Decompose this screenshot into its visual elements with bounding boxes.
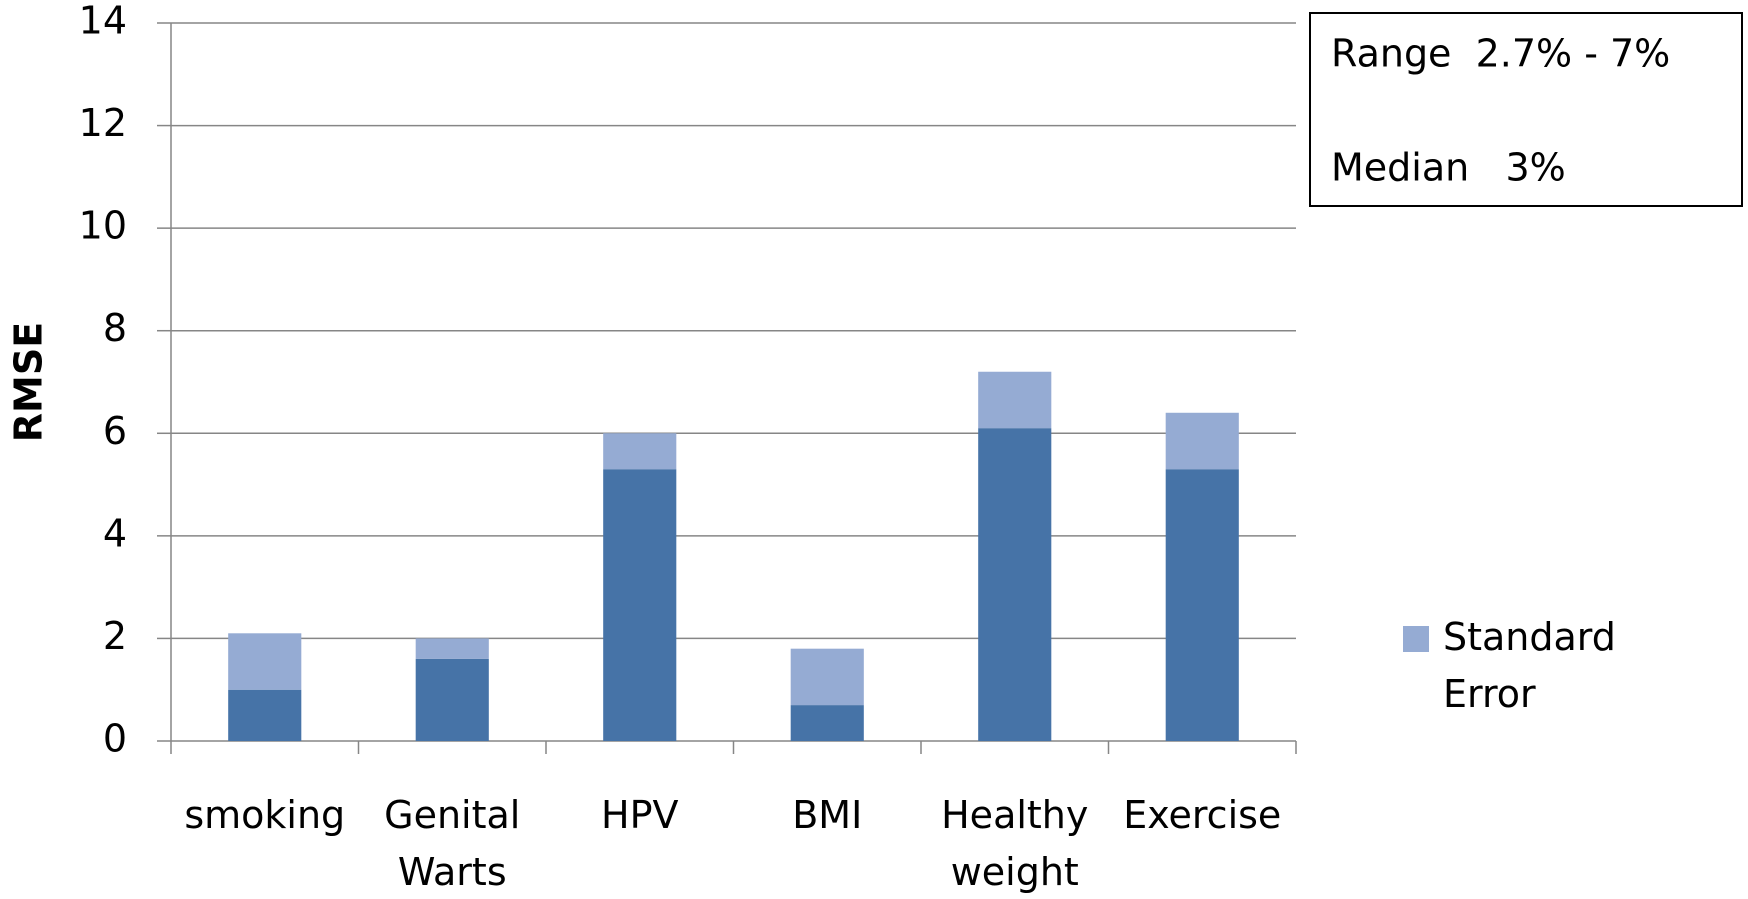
bar-segment	[790, 705, 864, 741]
y-tick-label: 2	[103, 614, 127, 658]
bar-segment	[415, 638, 489, 659]
x-tick-label: smoking	[184, 793, 345, 837]
y-tick-label: 6	[103, 409, 127, 453]
x-tick-label: Healthy weight	[941, 793, 1088, 894]
bar-segment	[1165, 469, 1239, 741]
annotation: Range 2.7% - 7%	[1331, 32, 1670, 76]
x-tick-label: Exercise	[1123, 793, 1281, 837]
y-axis-label: RMSE	[7, 322, 51, 442]
x-tick-label: BMI	[792, 793, 862, 837]
bar-segment	[978, 371, 1052, 429]
bar-segment	[790, 648, 864, 706]
bar-segment	[603, 433, 677, 470]
y-tick-label: 14	[79, 0, 127, 43]
bar-segment	[228, 633, 302, 690]
bar-segment	[228, 689, 302, 741]
y-tick-label: 8	[103, 306, 127, 350]
annotation: Median 3%	[1331, 146, 1566, 190]
y-tick-label: 12	[79, 101, 127, 145]
bar-segment	[1165, 412, 1239, 470]
y-tick-label: 4	[103, 511, 127, 555]
legend-label: Standard Error	[1443, 615, 1616, 716]
annotation-box	[1309, 12, 1743, 207]
y-tick-label: 10	[79, 204, 127, 248]
legend-swatch	[1403, 626, 1429, 652]
bar-segment	[978, 428, 1052, 741]
x-tick-label: Genital Warts	[384, 793, 520, 894]
bar-segment	[603, 469, 677, 741]
bar-segment	[415, 658, 489, 741]
y-tick-label: 0	[103, 717, 127, 761]
x-tick-label: HPV	[601, 793, 678, 837]
